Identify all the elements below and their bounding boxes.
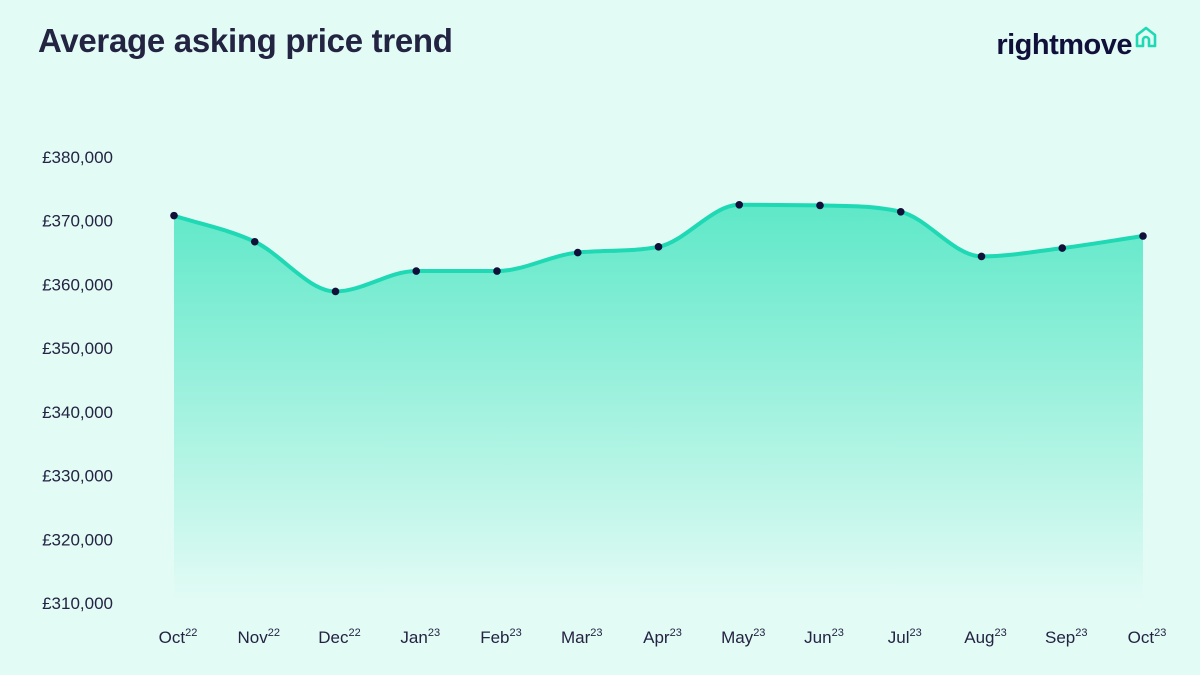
- data-point: [1058, 244, 1067, 252]
- data-point: [412, 267, 421, 275]
- data-point: [331, 287, 340, 296]
- x-tick-label: Jun23: [804, 627, 844, 647]
- x-axis: Oct22 Nov22 Dec22 Jan23 Feb23 Mar23 Apr23 May23…: [159, 627, 1167, 647]
- data-point: [896, 207, 905, 216]
- data-point: [977, 252, 986, 261]
- house-icon: [1135, 26, 1157, 48]
- brand-name: rightmove: [996, 29, 1132, 61]
- data-point: [1139, 232, 1147, 240]
- data-point: [170, 211, 178, 220]
- y-tick-label: £380,000: [42, 148, 113, 167]
- x-tick-label: Nov22: [238, 627, 280, 647]
- y-axis: £380,000 £370,000 £360,000 £350,000 £340,000…: [42, 148, 113, 613]
- y-tick-label: £320,000: [42, 530, 113, 549]
- x-tick-label: Jan23: [400, 627, 440, 647]
- x-tick-label: Feb23: [480, 627, 522, 647]
- x-tick-label: Sep23: [1045, 627, 1088, 647]
- data-point: [816, 201, 824, 210]
- y-tick-label: £360,000: [42, 275, 113, 294]
- y-tick-label: £370,000: [42, 212, 113, 231]
- page-title: Average asking price trend: [38, 22, 453, 59]
- y-tick-label: £340,000: [42, 403, 113, 422]
- x-tick-label: Dec22: [318, 627, 360, 647]
- data-point: [493, 267, 501, 275]
- data-point: [573, 248, 582, 257]
- data-point: [250, 237, 259, 246]
- x-tick-label: Jul23: [888, 627, 922, 647]
- y-tick-label: £350,000: [42, 339, 113, 358]
- data-point: [735, 200, 744, 209]
- data-point: [654, 243, 663, 251]
- x-tick-label: Mar23: [561, 627, 603, 647]
- x-tick-label: May23: [721, 627, 765, 647]
- y-tick-label: £310,000: [42, 594, 113, 613]
- data-points: [170, 200, 1147, 296]
- x-tick-label: Apr23: [643, 627, 682, 647]
- x-tick-label: Oct23: [1128, 627, 1167, 647]
- brand-logo: rightmove: [996, 26, 1158, 62]
- y-tick-label: £330,000: [42, 467, 113, 486]
- price-area: [174, 204, 1143, 604]
- x-tick-label: Oct22: [159, 627, 198, 647]
- x-tick-label: Aug23: [964, 627, 1007, 647]
